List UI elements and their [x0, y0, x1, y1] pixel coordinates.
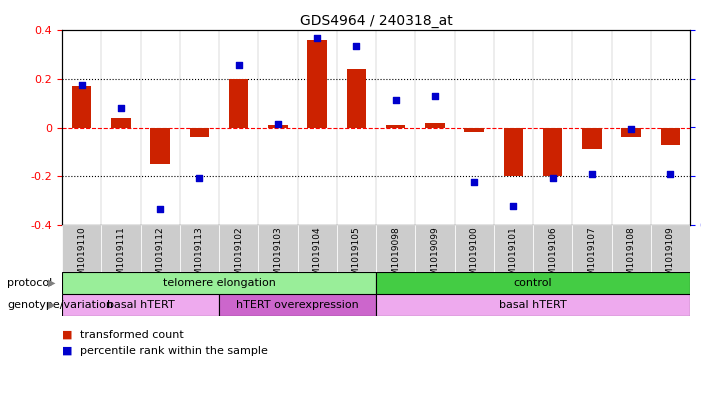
Bar: [660, 127, 680, 145]
Bar: [425, 123, 444, 127]
Text: control: control: [514, 278, 552, 288]
Bar: [376, 225, 415, 272]
Point: [272, 121, 283, 127]
Bar: [62, 294, 219, 316]
Bar: [415, 225, 454, 272]
Point: [547, 175, 558, 181]
Bar: [101, 225, 140, 272]
Bar: [454, 225, 494, 272]
Text: GSM1019103: GSM1019103: [273, 226, 283, 287]
Text: GSM1019102: GSM1019102: [234, 226, 243, 287]
Bar: [611, 225, 651, 272]
Text: ▶: ▶: [48, 300, 55, 310]
Bar: [336, 225, 376, 272]
Bar: [307, 40, 327, 127]
Point: [76, 81, 87, 88]
Title: GDS4964 / 240318_at: GDS4964 / 240318_at: [299, 14, 452, 28]
Point: [508, 202, 519, 209]
Bar: [189, 127, 209, 137]
Bar: [268, 125, 287, 127]
Bar: [582, 127, 601, 149]
Bar: [346, 69, 366, 127]
Bar: [651, 225, 690, 272]
Text: percentile rank within the sample: percentile rank within the sample: [79, 346, 267, 356]
Text: GSM1019106: GSM1019106: [548, 226, 557, 287]
Point: [665, 171, 676, 178]
Point: [390, 97, 401, 103]
Text: telomere elongation: telomere elongation: [163, 278, 275, 288]
Bar: [179, 225, 219, 272]
Bar: [62, 225, 101, 272]
Bar: [219, 294, 376, 316]
Bar: [111, 118, 130, 127]
Point: [115, 105, 126, 111]
Point: [468, 179, 479, 185]
Text: GSM1019101: GSM1019101: [509, 226, 518, 287]
Text: GSM1019113: GSM1019113: [195, 226, 204, 287]
Bar: [464, 127, 484, 132]
Text: GSM1019105: GSM1019105: [352, 226, 361, 287]
Point: [625, 126, 637, 132]
Text: transformed count: transformed count: [79, 330, 183, 340]
Bar: [140, 225, 179, 272]
Text: GSM1019111: GSM1019111: [116, 226, 125, 287]
Bar: [258, 225, 297, 272]
Point: [311, 35, 322, 41]
Bar: [503, 127, 523, 176]
Text: GSM1019110: GSM1019110: [77, 226, 86, 287]
Text: GSM1019104: GSM1019104: [313, 226, 322, 287]
Text: hTERT overexpression: hTERT overexpression: [236, 300, 359, 310]
Bar: [621, 127, 641, 137]
Text: ▶: ▶: [48, 278, 55, 288]
Text: GSM1019108: GSM1019108: [627, 226, 636, 287]
Text: genotype/variation: genotype/variation: [7, 300, 113, 310]
Bar: [72, 86, 91, 127]
Bar: [494, 225, 533, 272]
Text: GSM1019098: GSM1019098: [391, 226, 400, 287]
Point: [193, 175, 205, 181]
Text: GSM1019107: GSM1019107: [587, 226, 597, 287]
Bar: [229, 79, 248, 127]
Text: basal hTERT: basal hTERT: [499, 300, 567, 310]
Point: [350, 42, 362, 49]
Bar: [386, 125, 405, 127]
Point: [233, 62, 244, 68]
Text: GSM1019109: GSM1019109: [666, 226, 675, 287]
Text: GSM1019099: GSM1019099: [430, 226, 440, 287]
Point: [429, 93, 440, 99]
Text: ■: ■: [62, 330, 72, 340]
Bar: [543, 127, 562, 176]
Bar: [572, 225, 611, 272]
Text: protocol: protocol: [7, 278, 53, 288]
Text: basal hTERT: basal hTERT: [107, 300, 175, 310]
Point: [586, 171, 597, 178]
Point: [154, 206, 165, 213]
Bar: [533, 225, 572, 272]
Text: GSM1019112: GSM1019112: [156, 226, 165, 287]
Text: ■: ■: [62, 346, 72, 356]
Bar: [376, 294, 690, 316]
Bar: [150, 127, 170, 164]
Text: GSM1019100: GSM1019100: [470, 226, 479, 287]
Bar: [62, 272, 376, 294]
Bar: [219, 225, 258, 272]
Bar: [297, 225, 336, 272]
Bar: [376, 272, 690, 294]
